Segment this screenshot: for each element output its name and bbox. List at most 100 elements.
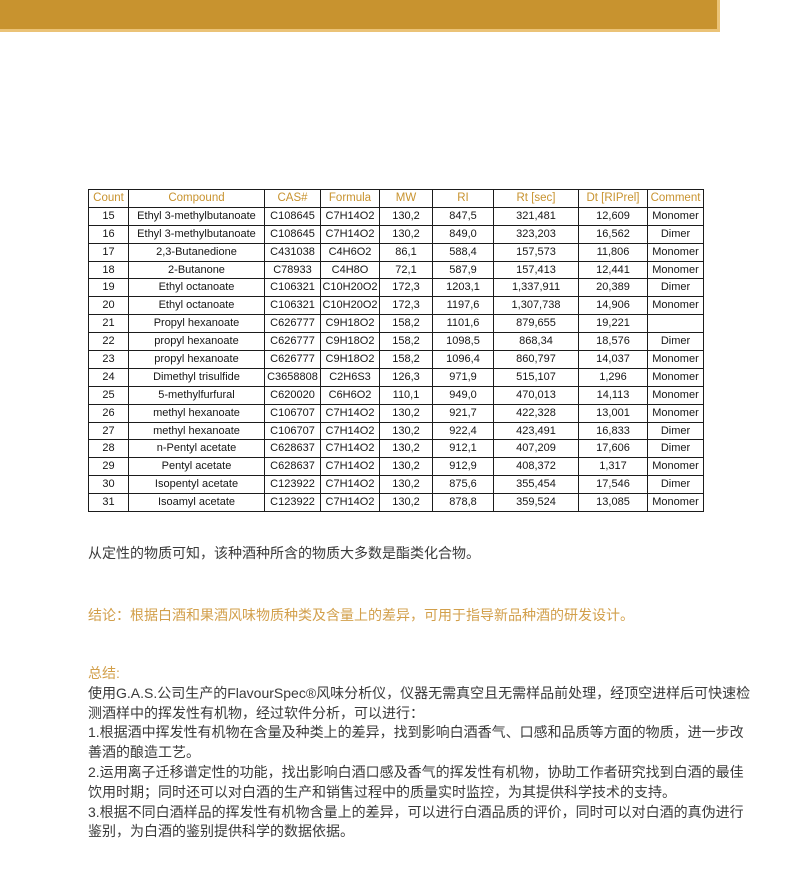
table-cell: propyl hexanoate xyxy=(128,332,265,352)
table-cell: 130,2 xyxy=(379,475,433,495)
table-cell: Ethyl 3-methylbutanoate xyxy=(128,206,265,226)
summary-point-3: 3.根据不同白酒样品的挥发性有机物含量上的差异，可以进行白酒品质的评价，同时可以… xyxy=(88,803,744,840)
table-cell: C78933 xyxy=(264,260,321,280)
table-cell: 1,307,738 xyxy=(493,296,579,316)
table-cell: C7H14O2 xyxy=(320,439,380,459)
table-cell: 18,576 xyxy=(578,332,648,352)
summary-point-1: 1.根据酒中挥发性有机物在含量及种类上的差异，找到影响白酒香气、口感和品质等方面… xyxy=(88,724,744,761)
table-cell: Monomer xyxy=(647,403,704,423)
table-cell: Monomer xyxy=(647,493,704,513)
table-cell: 130,2 xyxy=(379,206,433,226)
table-row: 18 2-Butanone C78933 C4H8O 72,1 587,9 157,413 1… xyxy=(88,260,704,280)
table-cell: 27 xyxy=(88,421,129,441)
table-row: 31 Isoamyl acetate C123922 C7H14O2 130,2 878,… xyxy=(88,493,704,513)
table-cell: C2H6S3 xyxy=(320,367,380,387)
table-cell: Isoamyl acetate xyxy=(128,493,265,513)
table-cell: 879,655 xyxy=(493,314,579,334)
table-cell: 2,3-Butanedione xyxy=(128,242,265,262)
table-cell: C7H14O2 xyxy=(320,493,380,513)
table-cell: 1,296 xyxy=(578,367,648,387)
table-row: 24 Dimethyl trisulfide C3658808 C2H6S3 126,3… xyxy=(88,367,704,387)
table-cell: 28 xyxy=(88,439,129,459)
summary-point-2: 2.运用离子迁移谱定性的功能，找出影响白酒口感及香气的挥发性有机物，协助工作者研… xyxy=(88,763,744,800)
table-cell: 86,1 xyxy=(379,242,433,262)
table-cell: C9H18O2 xyxy=(320,332,380,352)
table-cell: 860,797 xyxy=(493,350,579,369)
table-cell: 971,9 xyxy=(432,367,494,387)
table-cell: 130,2 xyxy=(379,224,433,244)
table-cell: 17,546 xyxy=(578,475,648,495)
table-cell: 1,337,911 xyxy=(493,278,579,298)
table-cell: 5-methylfurfural xyxy=(128,385,265,405)
table-cell: 355,454 xyxy=(493,475,579,495)
table-cell: Monomer xyxy=(647,367,704,387)
table-row: 16 Ethyl 3-methylbutanoate C108645 C7H14O2 1… xyxy=(88,224,704,244)
table-cell: C106321 xyxy=(264,296,321,316)
table-cell: 11,806 xyxy=(578,242,648,262)
table-cell: 912,1 xyxy=(432,439,494,459)
table-row: 22 propyl hexanoate C626777 C9H18O2 158,2 109… xyxy=(88,332,704,352)
table-cell: C626777 xyxy=(264,332,321,352)
table-cell: 1,317 xyxy=(578,457,648,477)
table-cell: 21 xyxy=(88,314,129,334)
column-header-comment: Comment xyxy=(647,189,704,208)
table-cell: 130,2 xyxy=(379,493,433,513)
column-header-dt-riprel: Dt [RIPrel] xyxy=(578,189,648,208)
table-cell: 130,2 xyxy=(379,457,433,477)
table-cell: Monomer xyxy=(647,457,704,477)
table-cell: C123922 xyxy=(264,493,321,513)
table-cell: 323,203 xyxy=(493,224,579,244)
table-row: 27 methyl hexanoate C106707 C7H14O2 130,2 922… xyxy=(88,421,704,441)
table-cell: 13,085 xyxy=(578,493,648,513)
table-cell xyxy=(647,314,704,334)
table-cell: C7H14O2 xyxy=(320,421,380,441)
conclusion-text: 结论：根据白酒和果酒风味物质种类及含量上的差异，可用于指导新品种酒的研发设计。 xyxy=(88,607,634,623)
table-header-row: Count Compound CAS# Formula MW RI Rt [sec] Dt [… xyxy=(88,189,704,208)
table-cell: 31 xyxy=(88,493,129,513)
table-cell: Pentyl acetate xyxy=(128,457,265,477)
table-cell: 25 xyxy=(88,385,129,405)
table-cell: 16,562 xyxy=(578,224,648,244)
table-cell: C10H20O2 xyxy=(320,278,380,298)
table-cell: 26 xyxy=(88,403,129,423)
table-cell: Monomer xyxy=(647,260,704,280)
table-cell: C7H14O2 xyxy=(320,457,380,477)
table-cell: 1096,4 xyxy=(432,350,494,369)
table-cell: C4H6O2 xyxy=(320,242,380,262)
table-cell: 847,5 xyxy=(432,206,494,226)
column-header-count: Count xyxy=(88,189,129,208)
table-cell: 16 xyxy=(88,224,129,244)
table-cell: propyl hexanoate xyxy=(128,350,265,369)
table-cell: C108645 xyxy=(264,224,321,244)
table-cell: 110,1 xyxy=(379,385,433,405)
table-cell: 587,9 xyxy=(432,260,494,280)
table-cell: 14,113 xyxy=(578,385,648,405)
table-cell: 22 xyxy=(88,332,129,352)
column-header-compound: Compound xyxy=(128,189,265,208)
table-cell: 16,833 xyxy=(578,421,648,441)
table-row: 20 Ethyl octanoate C106321 C10H20O2 172,3 119… xyxy=(88,296,704,316)
table-cell: 19,221 xyxy=(578,314,648,334)
table-cell: 19 xyxy=(88,278,129,298)
table-row: 17 2,3-Butanedione C431038 C4H6O2 86,1 588,4 1… xyxy=(88,242,704,262)
table-cell: 17 xyxy=(88,242,129,262)
column-header-formula: Formula xyxy=(320,189,380,208)
table-cell: C106321 xyxy=(264,278,321,298)
table-cell: 14,906 xyxy=(578,296,648,316)
table-cell: C9H18O2 xyxy=(320,350,380,369)
table-cell: 172,3 xyxy=(379,278,433,298)
table-cell: Ethyl octanoate xyxy=(128,296,265,316)
table-cell: 878,8 xyxy=(432,493,494,513)
table-row: 29 Pentyl acetate C628637 C7H14O2 130,2 912,9… xyxy=(88,457,704,477)
table-cell: 12,441 xyxy=(578,260,648,280)
table-cell: Dimethyl trisulfide xyxy=(128,367,265,387)
table-cell: Isopentyl acetate xyxy=(128,475,265,495)
table-row: 25 5-methylfurfural C620020 C6H6O2 110,1 949,… xyxy=(88,385,704,405)
table-cell: 12,609 xyxy=(578,206,648,226)
table-cell: C10H20O2 xyxy=(320,296,380,316)
table-row: 15 Ethyl 3-methylbutanoate C108645 C7H14O2 1… xyxy=(88,206,704,226)
column-header-cas: CAS# xyxy=(264,189,321,208)
table-cell: C3658808 xyxy=(264,367,321,387)
table-cell: 868,34 xyxy=(493,332,579,352)
table-cell: C7H14O2 xyxy=(320,475,380,495)
